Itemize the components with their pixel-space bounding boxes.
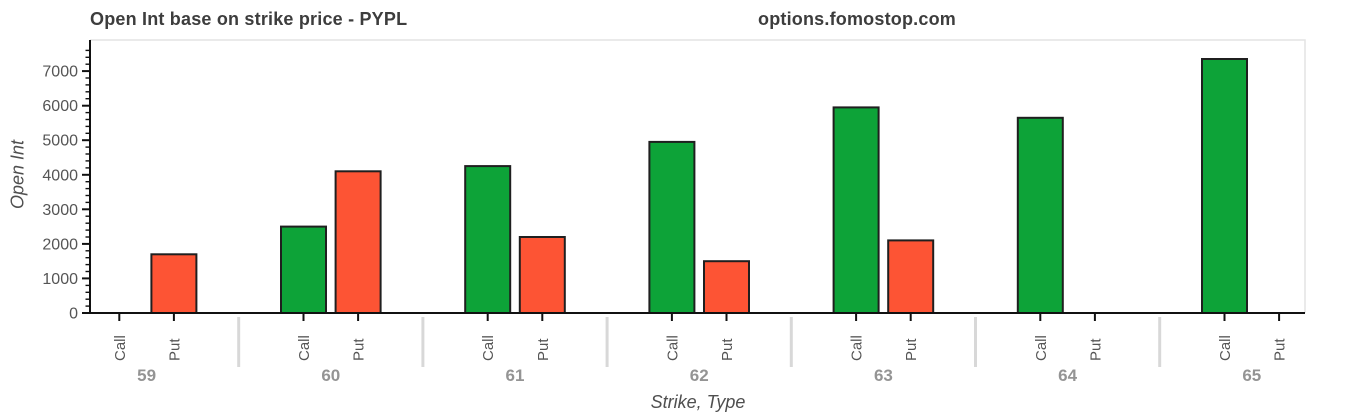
y-tick-label: 4000 [42,167,78,184]
subcategory-label-call-60: Call [296,335,313,361]
bar-call-63[interactable] [832,106,880,315]
bar-put-60[interactable] [334,170,382,314]
subcategory-label-call-65: Call [1217,335,1234,361]
strike-label-64: 64 [1058,366,1077,385]
bar-call-60[interactable] [280,225,327,315]
y-tick-label: 5000 [42,133,78,150]
strike-label-65: 65 [1242,366,1261,385]
strike-label-60: 60 [321,366,340,385]
subcategory-label-put-60: Put [351,338,368,361]
chart-title: Open Int base on strike price - PYPL [90,9,408,29]
bar-put-61[interactable] [518,236,566,314]
bar-put-63[interactable] [887,239,935,314]
strike-label-62: 62 [690,366,709,385]
subcategory-label-put-65: Put [1272,338,1289,361]
subcategory-label-call-62: Call [664,335,681,361]
y-tick-label: 1000 [42,271,78,288]
bar-call-65[interactable] [1201,58,1248,314]
subcategory-label-call-64: Call [1033,335,1050,361]
bar-call-64[interactable] [1016,116,1064,314]
subcategory-label-call-63: Call [849,335,866,361]
y-tick-label: 0 [69,306,78,323]
bar-call-62[interactable] [648,140,696,314]
subcategory-label-put-63: Put [903,338,920,361]
y-tick-label: 6000 [42,98,78,115]
x-axis-title: Strike, Type [650,392,746,412]
strike-label-61: 61 [506,366,525,385]
bar-put-62[interactable] [703,260,750,315]
bar-call-61[interactable] [464,165,512,314]
subcategory-label-call-59: Call [112,335,129,361]
subcategory-label-call-61: Call [480,335,497,361]
strike-label-63: 63 [874,366,893,385]
subcategory-label-put-61: Put [535,338,552,361]
watermark-text: options.fomostop.com [758,9,956,29]
y-tick-label: 7000 [42,64,78,81]
y-axis-title: Open Int [7,139,28,210]
strike-label-59: 59 [137,366,156,385]
subcategory-label-put-62: Put [719,338,736,361]
y-tick-label: 3000 [42,202,78,219]
subcategory-label-put-59: Put [166,338,183,361]
plot-border [90,39,1306,313]
subcategory-label-put-64: Put [1087,338,1104,361]
bar-put-59[interactable] [150,253,198,315]
y-tick-label: 2000 [42,236,78,253]
